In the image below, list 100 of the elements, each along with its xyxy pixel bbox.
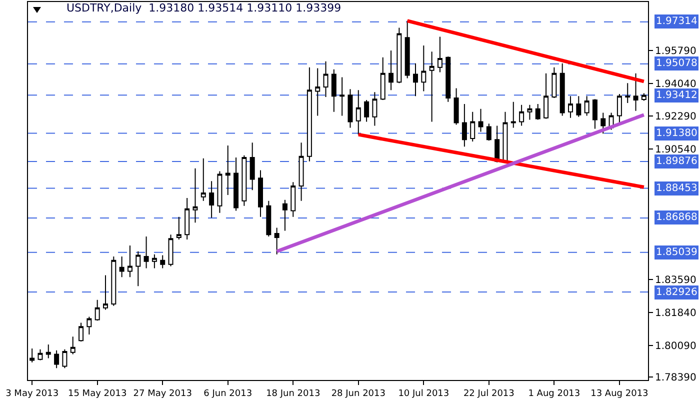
candlestick: [266, 200, 272, 238]
candlestick: [396, 27, 402, 84]
ref-line-label: 1.85039: [656, 247, 698, 258]
candlestick: [535, 103, 540, 120]
candlestick: [184, 198, 190, 240]
y-tick-label: 1.95790: [655, 46, 696, 57]
ref-line-label: 1.91380: [656, 128, 698, 139]
x-tick-label: 28 Jun 2013: [331, 388, 386, 399]
candlestick: [30, 348, 35, 363]
candlestick: [510, 101, 516, 128]
candlestick: [306, 66, 312, 162]
candlestick: [192, 168, 198, 224]
candlestick: [103, 274, 108, 310]
ref-line-label: 1.95078: [656, 58, 698, 69]
ref-line-label: 1.86868: [656, 212, 698, 223]
candlestick: [527, 104, 532, 120]
candlestick: [584, 96, 590, 116]
candlestick: [70, 336, 76, 355]
candlestick: [519, 104, 524, 126]
x-tick-label: 27 May 2013: [133, 388, 192, 399]
candlestick: [274, 227, 280, 255]
candlestick: [470, 111, 476, 142]
candlestick: [454, 88, 459, 126]
x-tick-label: 22 Jul 2013: [463, 388, 514, 399]
candlestick: [86, 316, 92, 336]
candlestick: [250, 142, 255, 191]
candlestick: [176, 216, 182, 240]
x-tick-label: 6 Jun 2013: [204, 388, 252, 399]
candlestick: [168, 234, 174, 267]
ref-line-label: 1.93412: [656, 90, 698, 101]
candlestick: [404, 20, 410, 79]
candlestick: [446, 56, 451, 102]
x-tick-label: 1 Aug 2013: [528, 388, 580, 399]
candlestick: [331, 68, 336, 112]
ref-line-label: 1.89876: [656, 156, 698, 167]
candlestick: [54, 350, 60, 369]
candlestick: [616, 94, 622, 124]
candlestick: [315, 68, 320, 116]
y-tick-label: 1.83590: [655, 275, 696, 286]
candlestick: [323, 60, 328, 98]
candlestick: [462, 103, 467, 148]
candlestick: [290, 182, 296, 218]
candlestick: [38, 348, 43, 361]
candlestick: [486, 123, 492, 142]
candlestick: [258, 170, 263, 218]
candlestick: [209, 180, 214, 218]
candlestick: [348, 88, 353, 128]
candlestick: [633, 72, 638, 112]
ref-line-label: 1.88453: [656, 183, 698, 194]
candlestick: [478, 108, 484, 132]
candlestick: [552, 66, 557, 98]
candlestick: [94, 299, 100, 322]
y-tick-label: 1.81840: [655, 308, 696, 319]
candlestick: [200, 158, 206, 202]
y-tick-label: 1.78390: [655, 372, 696, 384]
candlestick: [356, 90, 361, 136]
candlestick: [568, 96, 573, 118]
candlestick: [136, 250, 141, 287]
candlestick: [62, 348, 68, 369]
y-tick-label: 1.94040: [655, 78, 696, 90]
candlestick: [234, 156, 239, 212]
candlestick: [502, 111, 508, 162]
candlestick: [144, 236, 149, 269]
candlestick: [46, 344, 51, 359]
candlestick: [372, 92, 378, 126]
ref-line-label: 1.82926: [656, 287, 698, 298]
x-tick-label: 10 Jul 2013: [398, 388, 450, 399]
candlestick: [421, 45, 426, 92]
candlestick: [78, 322, 84, 342]
candlestick: [160, 254, 166, 269]
y-tick-label: 1.80090: [655, 340, 696, 352]
candlestick: [544, 72, 549, 120]
candlestick: [380, 56, 386, 101]
candlestick: [152, 254, 157, 269]
x-tick-label: 15 May 2013: [68, 388, 127, 399]
candlestick: [592, 98, 598, 130]
candlestick: [225, 144, 230, 196]
candlestick: [576, 96, 582, 118]
x-tick-label: 13 Aug 2013: [590, 388, 648, 399]
y-tick-label: 1.90540: [655, 144, 696, 156]
candlestick: [388, 50, 394, 91]
ref-line-label: 1.97314: [656, 16, 698, 27]
candlestick: [625, 82, 630, 104]
candlestick: [413, 62, 418, 97]
candlestick: [119, 256, 124, 278]
candlestick: [298, 142, 304, 202]
candlestick: [560, 62, 565, 116]
x-tick-label: 3 May 2013: [6, 388, 59, 399]
candlestick: [282, 199, 288, 232]
y-tick-label: 1.92290: [655, 112, 696, 123]
candlestick: [242, 154, 247, 206]
candlestick: [111, 256, 116, 306]
candlestick: [217, 170, 222, 214]
candlestick: [600, 112, 606, 134]
candlestick: [340, 76, 345, 116]
x-tick-label: 18 Jun 2013: [266, 388, 320, 399]
candlestick: [641, 92, 646, 102]
candlestick: [437, 36, 442, 73]
candlestick: [127, 245, 132, 278]
candlestick: [429, 51, 434, 122]
